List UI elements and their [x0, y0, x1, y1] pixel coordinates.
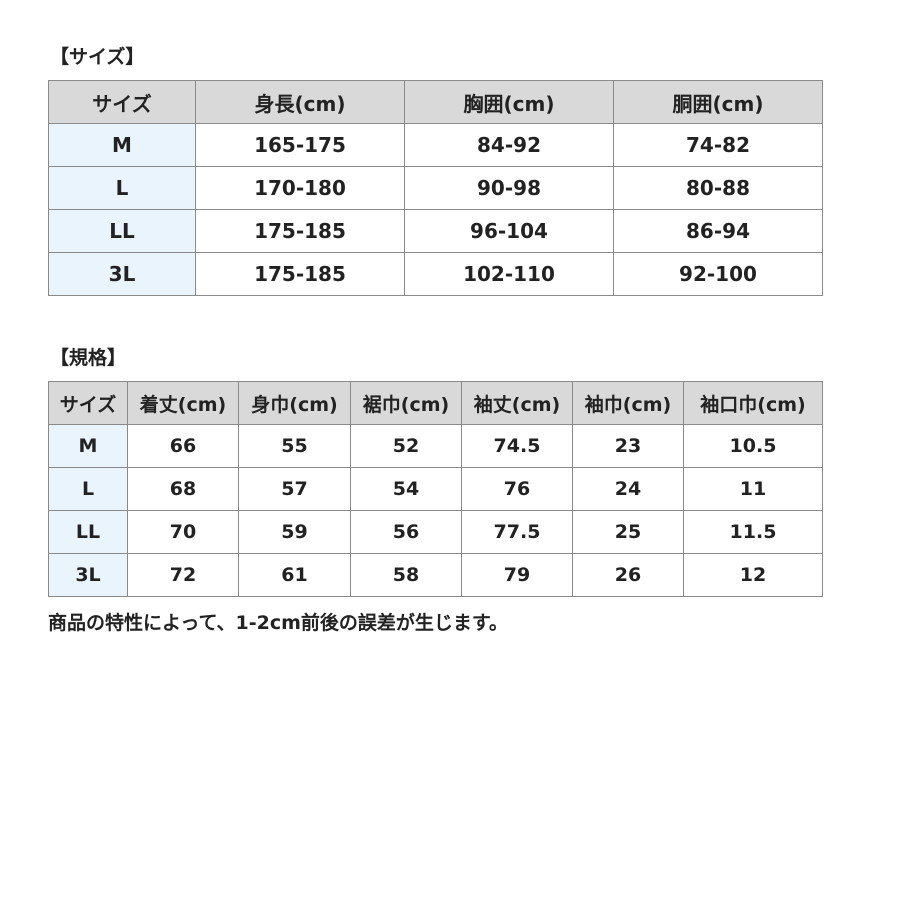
table-cell: 102-110	[404, 252, 614, 296]
table-cell: 86-94	[613, 209, 823, 253]
table-cell: 12	[683, 553, 823, 597]
table-row: 3L 72 61 58 79 26 12	[48, 553, 823, 597]
table-cell: 68	[127, 467, 239, 511]
column-header: 身巾(cm)	[238, 381, 351, 425]
spec-section-title: 【規格】	[50, 347, 127, 369]
table-cell: 25	[572, 510, 684, 554]
table-cell: 59	[238, 510, 351, 554]
column-header: サイズ	[48, 381, 128, 425]
table-cell: 10.5	[683, 424, 823, 468]
size-label-cell: M	[48, 424, 128, 468]
table-row: LL 70 59 56 77.5 25 11.5	[48, 510, 823, 554]
table-cell: 56	[350, 510, 462, 554]
table-cell: 23	[572, 424, 684, 468]
column-header: 胴囲(cm)	[613, 80, 823, 124]
table-cell: 11.5	[683, 510, 823, 554]
column-header: 身長(cm)	[195, 80, 405, 124]
header-row: サイズ 身長(cm) 胸囲(cm) 胴囲(cm)	[48, 80, 823, 124]
column-header: 着丈(cm)	[127, 381, 239, 425]
table-row: L 68 57 54 76 24 11	[48, 467, 823, 511]
table-row: M 66 55 52 74.5 23 10.5	[48, 424, 823, 468]
column-header: 裾巾(cm)	[350, 381, 462, 425]
size-section-title: 【サイズ】	[50, 46, 145, 68]
size-label-cell: 3L	[48, 252, 196, 296]
column-header: 袖口巾(cm)	[683, 381, 823, 425]
column-header: サイズ	[48, 80, 196, 124]
table-cell: 74.5	[461, 424, 573, 468]
spec-table: サイズ 着丈(cm) 身巾(cm) 裾巾(cm) 袖丈(cm) 袖巾(cm) 袖口巾(cm)…	[48, 381, 823, 597]
size-label-cell: 3L	[48, 553, 128, 597]
table-cell: 57	[238, 467, 351, 511]
size-label-cell: M	[48, 123, 196, 167]
table-cell: 175-185	[195, 209, 405, 253]
size-label-cell: L	[48, 467, 128, 511]
header-row: サイズ 着丈(cm) 身巾(cm) 裾巾(cm) 袖丈(cm) 袖巾(cm) 袖口巾(cm)	[48, 381, 823, 425]
table-row: M 165-175 84-92 74-82	[48, 123, 823, 167]
column-header: 袖巾(cm)	[572, 381, 684, 425]
table-cell: 66	[127, 424, 239, 468]
table-cell: 58	[350, 553, 462, 597]
column-header: 袖丈(cm)	[461, 381, 573, 425]
table-cell: 26	[572, 553, 684, 597]
table-cell: 72	[127, 553, 239, 597]
table-cell: 61	[238, 553, 351, 597]
table-cell: 52	[350, 424, 462, 468]
table-cell: 76	[461, 467, 573, 511]
column-header: 胸囲(cm)	[404, 80, 614, 124]
table-cell: 165-175	[195, 123, 405, 167]
table-cell: 11	[683, 467, 823, 511]
table-row: L 170-180 90-98 80-88	[48, 166, 823, 210]
table-row: LL 175-185 96-104 86-94	[48, 209, 823, 253]
table-cell: 90-98	[404, 166, 614, 210]
table-cell: 70	[127, 510, 239, 554]
table-cell: 77.5	[461, 510, 573, 554]
table-cell: 84-92	[404, 123, 614, 167]
measurement-note: 商品の特性によって、1-2cm前後の誤差が生じます。	[48, 612, 509, 634]
table-cell: 170-180	[195, 166, 405, 210]
table-cell: 54	[350, 467, 462, 511]
table-cell: 24	[572, 467, 684, 511]
table-cell: 92-100	[613, 252, 823, 296]
size-label-cell: LL	[48, 510, 128, 554]
table-cell: 96-104	[404, 209, 614, 253]
table-cell: 74-82	[613, 123, 823, 167]
table-cell: 79	[461, 553, 573, 597]
table-row: 3L 175-185 102-110 92-100	[48, 252, 823, 296]
size-label-cell: L	[48, 166, 196, 210]
table-cell: 80-88	[613, 166, 823, 210]
size-label-cell: LL	[48, 209, 196, 253]
size-table: サイズ 身長(cm) 胸囲(cm) 胴囲(cm) M 165-175 84-92 74-82 L…	[48, 80, 823, 296]
table-cell: 55	[238, 424, 351, 468]
table-cell: 175-185	[195, 252, 405, 296]
